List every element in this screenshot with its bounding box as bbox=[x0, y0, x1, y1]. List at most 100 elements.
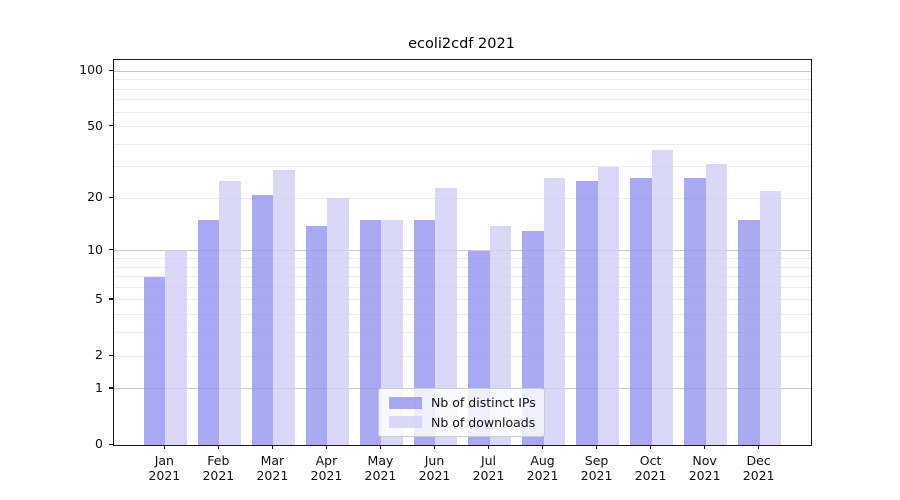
x-tick-mark-jul bbox=[488, 445, 490, 449]
x-tick-month-apr: Apr bbox=[315, 453, 338, 468]
legend-swatch-distinct-ips bbox=[389, 396, 422, 409]
legend-label-distinct-ips: Nb of distinct IPs bbox=[431, 395, 536, 411]
x-tick-label-jul: Jul 2021 bbox=[459, 453, 519, 483]
y-tick-label-100: 100 bbox=[79, 62, 103, 78]
x-tick-label-jan: Jan 2021 bbox=[134, 453, 194, 483]
bar-downloads-nov bbox=[705, 164, 728, 445]
gridline-minor-30 bbox=[114, 166, 811, 168]
y-tick-label-50: 50 bbox=[87, 117, 103, 133]
x-tick-label-jun: Jun 2021 bbox=[404, 453, 464, 483]
bar-distinct-ips-dec bbox=[738, 220, 760, 445]
x-tick-year-dec: 2021 bbox=[742, 468, 775, 483]
y-tick-mark-0 bbox=[109, 443, 113, 445]
bar-downloads-oct bbox=[651, 150, 674, 445]
gridline-major-100 bbox=[114, 70, 811, 72]
bar-downloads-aug bbox=[543, 178, 566, 445]
x-tick-label-mar: Mar 2021 bbox=[242, 453, 302, 483]
y-tick-label-20: 20 bbox=[87, 189, 103, 205]
x-tick-mark-nov bbox=[704, 445, 706, 449]
x-tick-mark-jun bbox=[433, 445, 436, 449]
x-tick-year-apr: 2021 bbox=[310, 468, 343, 483]
x-tick-month-dec: Dec bbox=[746, 453, 771, 468]
x-tick-label-aug: Aug 2021 bbox=[513, 453, 573, 483]
y-tick-mark-20 bbox=[109, 196, 113, 199]
y-tick-label-2: 2 bbox=[95, 347, 103, 363]
bar-downloads-jun bbox=[435, 187, 458, 445]
x-tick-year-sep: 2021 bbox=[580, 468, 613, 483]
bar-downloads-sep bbox=[597, 166, 620, 445]
gridline-minor-60 bbox=[114, 111, 811, 113]
bar-distinct-ips-jan bbox=[143, 276, 166, 445]
y-tick-label-0: 0 bbox=[95, 436, 103, 451]
gridline-minor-40 bbox=[114, 143, 811, 145]
x-tick-year-jun: 2021 bbox=[418, 468, 451, 483]
x-tick-month-jan: Jan bbox=[154, 453, 174, 468]
bar-distinct-ips-sep bbox=[575, 181, 598, 445]
x-tick-mark-dec bbox=[758, 445, 760, 449]
x-tick-mark-jan bbox=[163, 445, 166, 449]
gridline-minor-70 bbox=[114, 99, 811, 101]
y-tick-label-10: 10 bbox=[87, 241, 103, 257]
bar-distinct-ips-nov bbox=[684, 178, 706, 445]
y-tick-mark-50 bbox=[109, 125, 113, 127]
x-tick-label-feb: Feb 2021 bbox=[188, 453, 248, 483]
y-tick-mark-100 bbox=[109, 69, 113, 71]
plot-area: Nb of distinct IPs Nb of downloads bbox=[113, 59, 812, 446]
gridline-minor-5 bbox=[114, 299, 811, 301]
legend-label-downloads: Nb of downloads bbox=[431, 414, 536, 430]
gridline-minor-8 bbox=[114, 266, 811, 268]
bar-distinct-ips-may bbox=[359, 220, 382, 445]
gridline-major-10 bbox=[114, 250, 811, 252]
y-tick-mark-1 bbox=[109, 387, 113, 389]
x-tick-label-sep: Sep 2021 bbox=[567, 453, 627, 483]
x-tick-year-mar: 2021 bbox=[256, 468, 289, 483]
bar-distinct-ips-feb bbox=[197, 220, 220, 445]
gridline-minor-9 bbox=[114, 258, 811, 259]
y-tick-label-1: 1 bbox=[95, 379, 103, 395]
x-tick-label-may: May 2021 bbox=[350, 453, 410, 483]
x-tick-month-jun: Jun bbox=[424, 453, 445, 468]
gridline-minor-20 bbox=[114, 197, 811, 199]
y-tick-mark-10 bbox=[109, 249, 113, 251]
x-tick-label-dec: Dec 2021 bbox=[729, 453, 789, 483]
bar-distinct-ips-apr bbox=[305, 225, 328, 445]
gridline-minor-7 bbox=[114, 276, 811, 278]
x-tick-year-may: 2021 bbox=[364, 468, 397, 483]
x-tick-mark-apr bbox=[325, 445, 328, 449]
gridline-minor-50 bbox=[114, 126, 811, 128]
gridline-minor-2 bbox=[114, 355, 811, 357]
gridline-minor-4 bbox=[114, 314, 811, 316]
x-tick-mark-may bbox=[379, 445, 382, 449]
bar-downloads-feb bbox=[219, 181, 241, 445]
x-tick-month-may: May bbox=[367, 453, 394, 468]
x-tick-year-aug: 2021 bbox=[526, 468, 559, 483]
x-tick-year-feb: 2021 bbox=[202, 468, 235, 483]
x-tick-year-oct: 2021 bbox=[634, 468, 667, 483]
gridline-minor-90 bbox=[114, 79, 811, 81]
bar-downloads-apr bbox=[327, 198, 350, 445]
bar-downloads-dec bbox=[759, 191, 782, 445]
x-tick-month-mar: Mar bbox=[260, 453, 285, 468]
x-tick-year-jul: 2021 bbox=[472, 468, 505, 483]
x-tick-year-nov: 2021 bbox=[688, 468, 721, 483]
y-tick-mark-2 bbox=[109, 354, 113, 356]
bar-distinct-ips-mar bbox=[251, 194, 274, 445]
bar-distinct-ips-oct bbox=[629, 178, 652, 445]
chart-title: ecoli2cdf 2021 bbox=[408, 36, 515, 52]
y-tick-mark-5 bbox=[109, 298, 113, 300]
y-tick-label-5: 5 bbox=[95, 290, 103, 306]
legend-swatch-downloads bbox=[389, 416, 422, 429]
x-tick-mark-aug bbox=[542, 445, 544, 449]
legend-entry-downloads: Nb of downloads bbox=[389, 414, 536, 430]
x-tick-mark-feb bbox=[217, 445, 220, 449]
gridline-minor-6 bbox=[114, 286, 811, 288]
x-tick-month-aug: Aug bbox=[530, 453, 555, 468]
x-tick-month-nov: Nov bbox=[692, 453, 717, 468]
x-tick-month-oct: Oct bbox=[639, 453, 662, 468]
x-tick-mark-sep bbox=[596, 445, 598, 449]
gridline-minor-80 bbox=[114, 88, 811, 90]
x-tick-year-jan: 2021 bbox=[148, 468, 181, 483]
x-tick-month-jul: Jul bbox=[480, 453, 497, 468]
x-tick-label-oct: Oct 2021 bbox=[621, 453, 681, 483]
